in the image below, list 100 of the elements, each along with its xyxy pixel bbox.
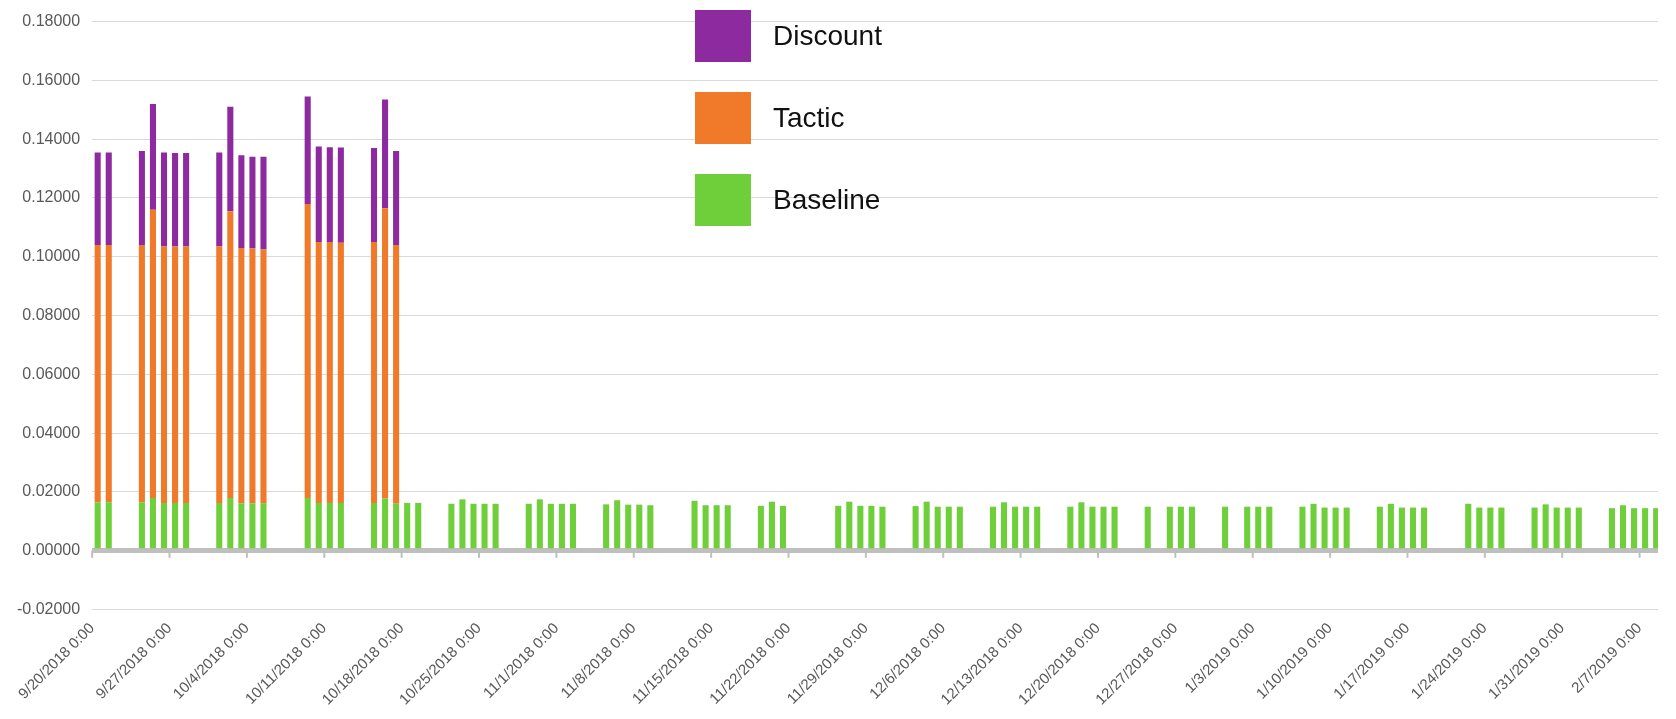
bar — [1421, 507, 1428, 549]
legend-label: Discount — [773, 20, 882, 52]
bar — [1487, 507, 1494, 549]
bar — [216, 152, 223, 247]
bar — [160, 152, 168, 247]
bar — [149, 209, 156, 498]
bar — [326, 502, 333, 549]
bar — [105, 502, 112, 549]
bar — [260, 156, 267, 250]
y-tick-label: -0.02000 — [16, 600, 81, 617]
bar — [94, 245, 101, 503]
bar — [138, 150, 145, 246]
bar — [404, 502, 411, 549]
bar — [625, 504, 632, 549]
bar — [525, 503, 532, 549]
bar — [558, 503, 565, 549]
bar — [149, 103, 156, 210]
bar — [1078, 502, 1085, 549]
y-tick-label: 0.12000 — [22, 188, 81, 206]
bar — [1188, 506, 1195, 549]
bar — [956, 506, 963, 549]
legend-label: Baseline — [773, 184, 881, 216]
bar — [1023, 506, 1030, 549]
bar — [536, 499, 543, 549]
bar — [304, 96, 311, 204]
bar — [183, 246, 190, 503]
bar — [160, 502, 168, 549]
bar — [382, 208, 389, 499]
bar — [1177, 506, 1184, 549]
bar — [868, 505, 875, 549]
bar — [1255, 506, 1262, 549]
bar — [636, 504, 643, 549]
bar — [1166, 506, 1173, 549]
bar — [238, 155, 245, 248]
bar — [1553, 507, 1560, 549]
y-tick-label: 0.00000 — [22, 541, 81, 559]
bar — [105, 152, 112, 246]
bar — [94, 502, 101, 549]
bar — [1000, 502, 1008, 549]
bar — [713, 505, 720, 549]
y-tick-label: 0.08000 — [22, 306, 81, 323]
bar — [768, 501, 775, 549]
bar — [304, 497, 311, 549]
bar — [1144, 506, 1151, 549]
y-tick-label: 0.04000 — [22, 423, 81, 441]
bar — [470, 503, 477, 549]
bar — [1409, 507, 1417, 549]
bar — [448, 503, 455, 549]
bar — [945, 506, 952, 549]
y-tick-label: 0.18000 — [22, 12, 81, 30]
bar — [1476, 507, 1483, 549]
y-tick-label: 0.06000 — [22, 364, 81, 382]
bar — [724, 505, 731, 549]
bar — [227, 497, 234, 549]
bar — [370, 502, 378, 549]
bar — [569, 503, 577, 549]
bar — [481, 503, 488, 549]
y-tick-label: 0.02000 — [22, 482, 81, 500]
bar — [1012, 506, 1019, 549]
bar — [1642, 508, 1649, 549]
bar — [1608, 508, 1615, 549]
bar — [315, 146, 322, 243]
bar — [370, 148, 378, 243]
bar — [857, 505, 864, 549]
bar — [1542, 504, 1549, 549]
bar — [492, 503, 499, 549]
bar — [337, 502, 344, 549]
bar — [1343, 507, 1350, 549]
bar — [337, 147, 344, 243]
bar — [382, 99, 389, 209]
bar — [260, 503, 267, 549]
bar — [172, 153, 179, 247]
bar — [934, 506, 941, 549]
bar — [1398, 507, 1405, 549]
bar — [216, 502, 223, 549]
bar — [216, 246, 223, 503]
bar — [1222, 506, 1229, 549]
bar — [1498, 507, 1505, 549]
bar — [1089, 506, 1096, 549]
bar — [138, 245, 145, 503]
bar — [691, 500, 698, 549]
bar — [315, 502, 322, 549]
bar — [1299, 506, 1306, 549]
legend-label: Tactic — [773, 102, 845, 134]
bar — [172, 246, 179, 503]
bar — [138, 502, 145, 549]
bar — [879, 506, 886, 549]
bar — [183, 502, 190, 549]
bar — [603, 504, 610, 549]
bar — [1631, 508, 1638, 549]
y-tick-label: 0.10000 — [22, 247, 81, 265]
bar — [393, 503, 400, 549]
bar — [1465, 503, 1472, 549]
bar — [393, 150, 400, 246]
bar — [315, 242, 322, 503]
bar — [326, 242, 333, 503]
bar — [1619, 505, 1627, 549]
bar — [614, 500, 621, 549]
bar — [238, 503, 245, 549]
bar — [105, 245, 112, 503]
